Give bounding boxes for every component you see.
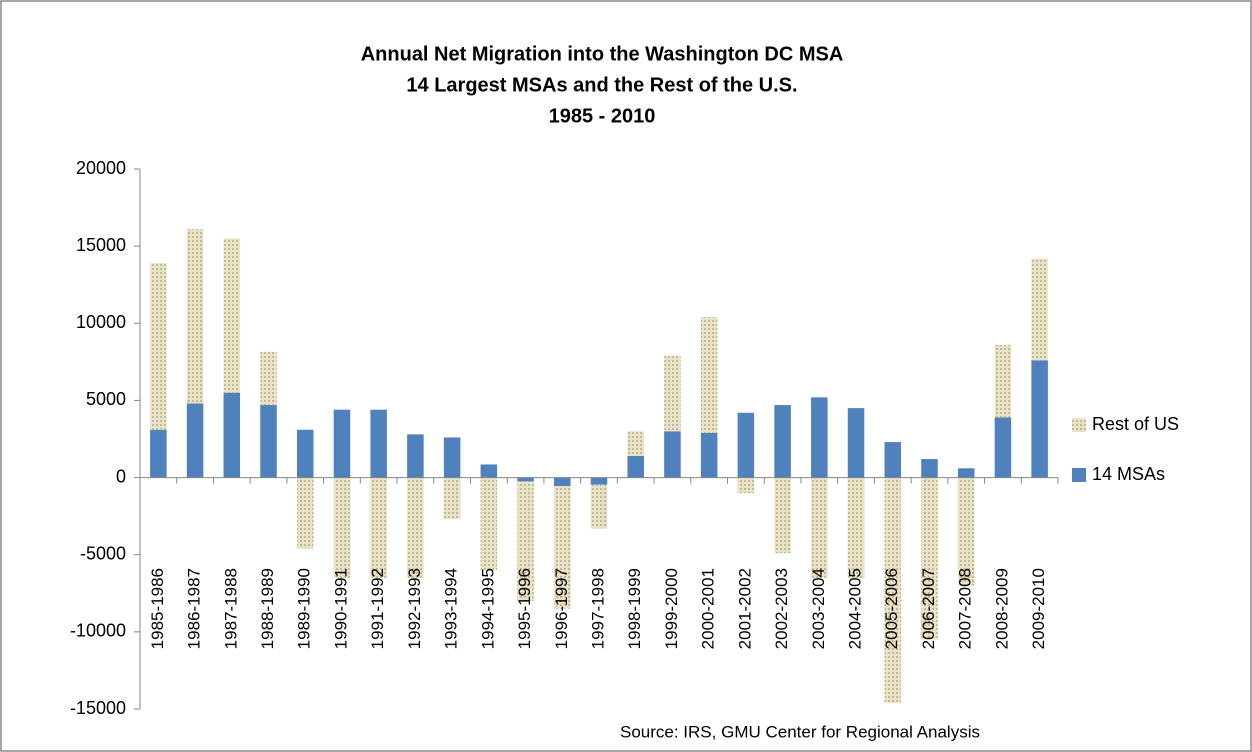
x-tick-label: 1989-1990 (295, 568, 314, 649)
bar (517, 481, 534, 601)
bar (150, 263, 167, 430)
legend-label: Rest of US (1092, 414, 1179, 434)
x-tick-label: 1991-1992 (368, 568, 387, 649)
x-tick-label: 2008-2009 (992, 568, 1011, 649)
bar (737, 477, 755, 493)
bar (554, 477, 571, 487)
bar (921, 477, 938, 640)
bar (921, 459, 938, 478)
x-tick-label: 1998-1999 (625, 568, 644, 649)
bar (223, 392, 241, 478)
y-tick-label: 15000 (76, 235, 126, 255)
x-tick-label: 2009-2010 (1029, 568, 1048, 649)
bar (590, 477, 608, 485)
x-tick-label: 2006-2007 (919, 568, 938, 649)
bar (480, 464, 498, 478)
bar (664, 431, 681, 478)
bar (517, 477, 534, 482)
x-tick-label: 2007-2008 (956, 568, 975, 649)
bar (1031, 360, 1048, 478)
bar (186, 229, 204, 404)
bar (260, 351, 277, 406)
bar (700, 432, 718, 478)
bar (443, 477, 461, 520)
bar (847, 477, 865, 578)
bar (847, 408, 865, 478)
bar (774, 477, 791, 554)
chart-title: 1985 - 2010 (549, 105, 656, 127)
bar (223, 238, 241, 393)
x-tick-label: 2002-2003 (772, 568, 791, 649)
legend-label: 14 MSAs (1092, 464, 1165, 484)
x-tick-label: 1994-1995 (478, 568, 497, 649)
bar (811, 477, 828, 578)
legend-swatch (1072, 418, 1086, 432)
bar (994, 344, 1012, 418)
bar (957, 468, 975, 478)
bar (811, 397, 828, 478)
bar (260, 405, 277, 478)
bar (994, 417, 1012, 478)
bar (296, 477, 314, 549)
x-tick-label: 1985-1986 (148, 568, 167, 649)
y-tick-label: -10000 (70, 621, 126, 641)
bar (664, 355, 681, 432)
source-note: Source: IRS, GMU Center for Regional Ana… (620, 722, 980, 741)
x-tick-label: 1986-1987 (185, 568, 204, 649)
bar (296, 429, 314, 478)
y-tick-label: 20000 (76, 158, 126, 178)
x-tick-label: 2000-2001 (699, 568, 718, 649)
bar (480, 477, 498, 571)
bar (590, 484, 608, 529)
bar (774, 405, 791, 478)
bar (407, 477, 424, 578)
y-tick-label: -5000 (80, 543, 126, 563)
x-tick-label: 2005-2006 (882, 568, 901, 649)
x-tick-label: 2001-2002 (735, 568, 754, 649)
bar (333, 477, 351, 578)
chart-title: 14 Largest MSAs and the Rest of the U.S. (406, 74, 797, 96)
bar (554, 486, 571, 609)
legend-swatch (1072, 468, 1086, 482)
y-tick-label: 10000 (76, 312, 126, 332)
bar (627, 431, 644, 456)
bar (957, 477, 975, 586)
x-tick-label: 1995-1996 (515, 568, 534, 649)
x-tick-label: 1997-1998 (588, 568, 607, 649)
x-tick-label: 1992-1993 (405, 568, 424, 649)
bar (737, 412, 755, 478)
bar (150, 429, 167, 478)
bar (884, 477, 902, 703)
x-tick-label: 2003-2004 (809, 568, 828, 649)
y-tick-label: 5000 (86, 389, 126, 409)
x-tick-label: 1996-1997 (552, 568, 571, 649)
bar (700, 317, 718, 433)
x-tick-label: 1999-2000 (662, 568, 681, 649)
chart-title: Annual Net Migration into the Washington… (361, 43, 844, 65)
bar (333, 409, 351, 478)
bar (407, 434, 424, 478)
x-tick-label: 2004-2005 (846, 568, 865, 649)
bar (370, 409, 387, 478)
x-tick-label: 1987-1988 (221, 568, 240, 649)
x-tick-label: 1993-1994 (442, 568, 461, 649)
bar (884, 442, 902, 478)
bar (370, 477, 387, 578)
y-tick-label: -15000 (70, 698, 126, 718)
bar (627, 455, 644, 478)
bar (1031, 258, 1048, 361)
bar (186, 403, 204, 478)
x-tick-label: 1990-1991 (331, 568, 350, 649)
bar (443, 437, 461, 478)
x-tick-label: 1988-1989 (258, 568, 277, 649)
y-tick-label: 0 (116, 466, 126, 486)
